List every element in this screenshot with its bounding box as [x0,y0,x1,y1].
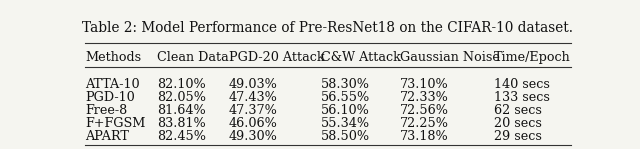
Text: 49.30%: 49.30% [229,130,278,143]
Text: 46.06%: 46.06% [229,117,278,130]
Text: 72.33%: 72.33% [400,91,449,104]
Text: 58.50%: 58.50% [321,130,370,143]
Text: 56.55%: 56.55% [321,91,370,104]
Text: Time/Epoch: Time/Epoch [494,51,571,64]
Text: 47.43%: 47.43% [229,91,278,104]
Text: 140 secs: 140 secs [494,77,550,91]
Text: 72.56%: 72.56% [400,104,449,117]
Text: 82.45%: 82.45% [157,130,206,143]
Text: 73.18%: 73.18% [400,130,449,143]
Text: 81.64%: 81.64% [157,104,205,117]
Text: Methods: Methods [85,51,141,64]
Text: Gaussian Noise: Gaussian Noise [400,51,500,64]
Text: 58.30%: 58.30% [321,77,369,91]
Text: C&W Attack: C&W Attack [321,51,401,64]
Text: 133 secs: 133 secs [494,91,550,104]
Text: 62 secs: 62 secs [494,104,542,117]
Text: Table 2: Model Performance of Pre-ResNet18 on the CIFAR-10 dataset.: Table 2: Model Performance of Pre-ResNet… [83,21,573,35]
Text: 83.81%: 83.81% [157,117,205,130]
Text: F+FGSM: F+FGSM [85,117,145,130]
Text: 29 secs: 29 secs [494,130,542,143]
Text: 82.05%: 82.05% [157,91,206,104]
Text: 72.25%: 72.25% [400,117,449,130]
Text: 20 secs: 20 secs [494,117,542,130]
Text: ATTA-10: ATTA-10 [85,77,140,91]
Text: Clean Data: Clean Data [157,51,228,64]
Text: 56.10%: 56.10% [321,104,369,117]
Text: Free-8: Free-8 [85,104,127,117]
Text: 82.10%: 82.10% [157,77,205,91]
Text: APART: APART [85,130,129,143]
Text: 55.34%: 55.34% [321,117,370,130]
Text: PGD-20 Attack: PGD-20 Attack [229,51,324,64]
Text: 49.03%: 49.03% [229,77,278,91]
Text: 73.10%: 73.10% [400,77,449,91]
Text: 47.37%: 47.37% [229,104,278,117]
Text: PGD-10: PGD-10 [85,91,134,104]
